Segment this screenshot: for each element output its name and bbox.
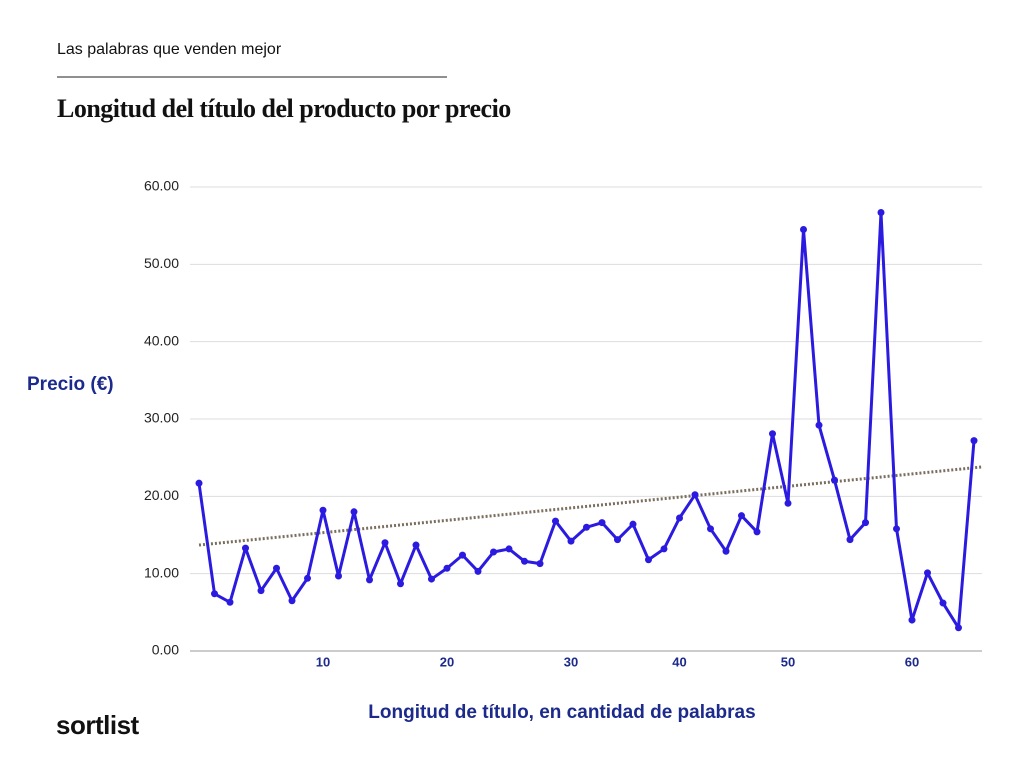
data-point: [428, 575, 435, 583]
data-point: [350, 508, 358, 516]
data-point: [614, 536, 621, 544]
data-point: [319, 506, 327, 514]
data-point: [676, 514, 683, 522]
x-axis-title: Longitud de título, en cantidad de palab…: [368, 702, 755, 723]
data-point: [536, 560, 544, 568]
data-point: [598, 519, 606, 527]
kicker: Las palabras que venden mejor: [57, 41, 282, 58]
x-tick-label: 60: [905, 654, 919, 669]
data-point: [397, 580, 404, 588]
data-point: [583, 523, 590, 531]
series-line: [197, 211, 976, 630]
data-point: [753, 528, 761, 536]
data-point: [505, 545, 513, 553]
y-tick-label: 60.00: [144, 178, 179, 194]
data-point: [815, 421, 823, 429]
data-point: [211, 590, 218, 598]
chart-title: Longitud del título del producto por pre…: [57, 94, 511, 123]
y-tick-label: 30.00: [144, 410, 179, 426]
data-point: [800, 226, 807, 234]
data-point: [784, 499, 792, 507]
x-tick-label: 20: [440, 654, 454, 669]
data-point: [769, 430, 776, 438]
data-point: [490, 548, 497, 556]
data-point: [831, 476, 838, 484]
data-point: [691, 491, 699, 499]
data-point: [939, 599, 947, 607]
data-point: [645, 556, 652, 564]
data-point: [552, 517, 559, 525]
data-point: [722, 547, 730, 555]
y-tick-label: 40.00: [144, 332, 179, 348]
data-point: [738, 512, 745, 520]
data-point: [273, 564, 280, 572]
x-tick-label: 10: [316, 654, 330, 669]
y-tick-label: 10.00: [144, 564, 179, 580]
logo: sortlist: [56, 710, 140, 740]
data-point: [521, 557, 528, 565]
data-point: [242, 544, 249, 552]
x-tick-label: 30: [564, 654, 578, 669]
data-point: [846, 536, 854, 544]
y-axis-title: Precio (€): [27, 374, 114, 395]
y-tick-label: 20.00: [144, 487, 179, 503]
data-point: [862, 519, 869, 527]
data-point: [288, 597, 296, 605]
data-point: [567, 537, 575, 545]
trendline: [198, 465, 983, 547]
y-tick-label: 50.00: [144, 255, 179, 271]
data-point: [660, 545, 668, 553]
data-point: [924, 569, 931, 577]
data-point: [893, 525, 900, 533]
data-point: [304, 574, 311, 582]
data-point: [335, 572, 342, 580]
data-point: [381, 539, 389, 547]
y-tick-label: 0.00: [152, 642, 179, 658]
x-tick-label: 40: [672, 654, 686, 669]
data-point: [955, 624, 962, 632]
data-point: [226, 598, 234, 606]
data-point: [877, 209, 885, 217]
data-point: [443, 564, 451, 572]
data-point: [970, 437, 978, 445]
data-point: [707, 525, 714, 533]
data-point: [459, 551, 466, 559]
data-point: [366, 576, 373, 584]
x-tick-label: 50: [781, 654, 795, 669]
data-point: [474, 567, 482, 575]
data-point: [257, 587, 265, 595]
data-point: [908, 616, 916, 624]
data-point: [629, 520, 637, 528]
data-point: [195, 479, 203, 487]
data-point: [412, 541, 420, 549]
